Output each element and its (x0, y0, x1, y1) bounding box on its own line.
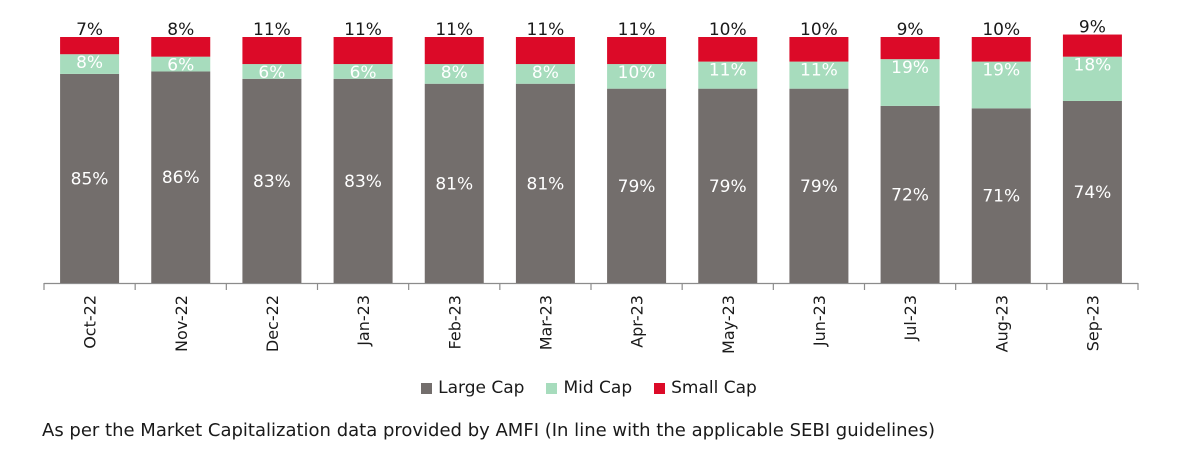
data-label-large-cap-feb-23: 81% (435, 174, 473, 194)
bar-large-cap-jul-23 (880, 105, 940, 283)
data-label-large-cap-jun-23: 79% (800, 177, 838, 197)
bar-small-cap-oct-22 (60, 37, 120, 55)
bar-small-cap-jan-23 (333, 37, 393, 65)
bar-mid-cap-apr-23 (607, 64, 667, 89)
bar-large-cap-apr-23 (607, 88, 667, 283)
bar-small-cap-apr-23 (607, 37, 667, 65)
bar-large-cap-dec-22 (242, 78, 302, 283)
data-label-large-cap-may-23: 79% (709, 177, 747, 197)
bar-mid-cap-aug-23 (971, 61, 1031, 109)
data-label-small-cap-sep-23: 9% (1079, 18, 1106, 38)
data-label-large-cap-aug-23: 71% (982, 187, 1020, 207)
data-label-small-cap-may-23: 10% (709, 20, 747, 40)
bar-mid-cap-may-23 (698, 61, 758, 89)
data-label-small-cap-dec-22: 11% (253, 20, 291, 40)
data-label-large-cap-jan-23: 83% (344, 172, 382, 192)
data-label-large-cap-sep-23: 74% (1074, 183, 1112, 203)
bar-mid-cap-jul-23 (880, 59, 940, 106)
bar-mid-cap-mar-23 (515, 64, 575, 84)
x-tick-label-jun-23: Jun-23 (810, 295, 829, 347)
bar-large-cap-may-23 (698, 88, 758, 283)
bar-mid-cap-jan-23 (333, 64, 393, 79)
chart-legend: Large Cap Mid Cap Small Cap (0, 378, 1178, 398)
legend-swatch-large-cap (421, 382, 433, 394)
data-label-small-cap-oct-22: 7% (76, 20, 103, 40)
bar-large-cap-jan-23 (333, 78, 393, 283)
data-label-large-cap-mar-23: 81% (527, 174, 565, 194)
bar-mid-cap-sep-23 (1062, 56, 1122, 101)
bar-large-cap-jun-23 (789, 88, 849, 283)
bar-large-cap-nov-22 (151, 71, 211, 283)
chart-footnote: As per the Market Capitalization data pr… (42, 420, 935, 441)
x-tick-label-oct-22: Oct-22 (81, 295, 100, 349)
bar-small-cap-sep-23 (1062, 34, 1122, 57)
bar-large-cap-aug-23 (971, 108, 1031, 283)
data-label-small-cap-mar-23: 11% (527, 20, 565, 40)
bar-large-cap-sep-23 (1062, 100, 1122, 284)
data-label-mid-cap-nov-22: 6% (167, 56, 194, 76)
data-label-large-cap-apr-23: 79% (618, 177, 656, 197)
bar-large-cap-oct-22 (60, 73, 120, 284)
legend-label-mid-cap: Mid Cap (563, 378, 633, 398)
data-label-small-cap-jun-23: 10% (800, 20, 838, 40)
bar-small-cap-nov-22 (151, 37, 211, 57)
bar-small-cap-dec-22 (242, 37, 302, 65)
data-label-mid-cap-sep-23: 18% (1074, 56, 1112, 76)
data-label-mid-cap-feb-23: 8% (441, 63, 468, 83)
data-label-small-cap-aug-23: 10% (982, 20, 1020, 40)
x-tick-label-may-23: May-23 (719, 295, 738, 354)
data-label-large-cap-nov-22: 86% (162, 168, 200, 188)
stacked-bar-chart: 85% 8% 7% Oct-22 86% 6% 8% Nov-22 83% 6% 11% Dec-22… (43, 18, 1139, 354)
x-tick-label-sep-23: Sep-23 (1083, 295, 1102, 351)
data-label-large-cap-jul-23: 72% (891, 185, 929, 205)
data-label-mid-cap-mar-23: 8% (532, 63, 559, 83)
x-tick-label-feb-23: Feb-23 (445, 295, 464, 349)
data-label-large-cap-dec-22: 83% (253, 172, 291, 192)
data-label-large-cap-oct-22: 85% (71, 169, 109, 189)
data-label-small-cap-jan-23: 11% (344, 20, 382, 40)
bar-mid-cap-jun-23 (789, 61, 849, 89)
bar-small-cap-aug-23 (971, 37, 1031, 62)
data-label-mid-cap-apr-23: 10% (618, 63, 656, 83)
bar-large-cap-mar-23 (515, 83, 575, 284)
data-label-mid-cap-dec-22: 6% (258, 63, 285, 83)
data-label-mid-cap-jan-23: 6% (350, 63, 377, 83)
x-tick-label-aug-23: Aug-23 (992, 295, 1011, 352)
legend-label-small-cap: Small Cap (671, 378, 757, 398)
bar-mid-cap-oct-22 (60, 54, 120, 74)
data-label-mid-cap-oct-22: 8% (76, 53, 103, 73)
bar-large-cap-feb-23 (424, 83, 484, 284)
legend-swatch-mid-cap (546, 382, 558, 394)
data-label-mid-cap-jun-23: 11% (800, 61, 838, 81)
data-label-mid-cap-jul-23: 19% (891, 58, 929, 78)
x-tick-label-jul-23: Jul-23 (901, 295, 920, 341)
x-tick-label-apr-23: Apr-23 (628, 295, 647, 348)
legend-item-large-cap: Large Cap (421, 378, 524, 398)
bar-mid-cap-nov-22 (151, 56, 211, 72)
bar-small-cap-mar-23 (515, 37, 575, 65)
legend-item-small-cap: Small Cap (654, 378, 757, 398)
bar-mid-cap-feb-23 (424, 64, 484, 84)
bar-mid-cap-dec-22 (242, 64, 302, 79)
data-label-small-cap-nov-22: 8% (167, 20, 194, 40)
legend-item-mid-cap: Mid Cap (546, 378, 632, 398)
bar-small-cap-jul-23 (880, 37, 940, 60)
x-tick-label-nov-22: Nov-22 (172, 295, 191, 352)
data-label-mid-cap-may-23: 11% (709, 61, 747, 81)
data-label-small-cap-jul-23: 9% (897, 20, 924, 40)
data-label-mid-cap-aug-23: 19% (982, 61, 1020, 81)
data-label-small-cap-apr-23: 11% (618, 20, 656, 40)
legend-label-large-cap: Large Cap (438, 378, 525, 398)
x-tick-label-jan-23: Jan-23 (354, 295, 373, 347)
bar-small-cap-may-23 (698, 37, 758, 62)
bar-small-cap-feb-23 (424, 37, 484, 65)
x-tick-label-dec-22: Dec-22 (263, 295, 282, 352)
x-tick-label-mar-23: Mar-23 (536, 295, 555, 350)
bar-small-cap-jun-23 (789, 37, 849, 62)
data-label-small-cap-feb-23: 11% (435, 20, 473, 40)
legend-swatch-small-cap (654, 382, 666, 394)
